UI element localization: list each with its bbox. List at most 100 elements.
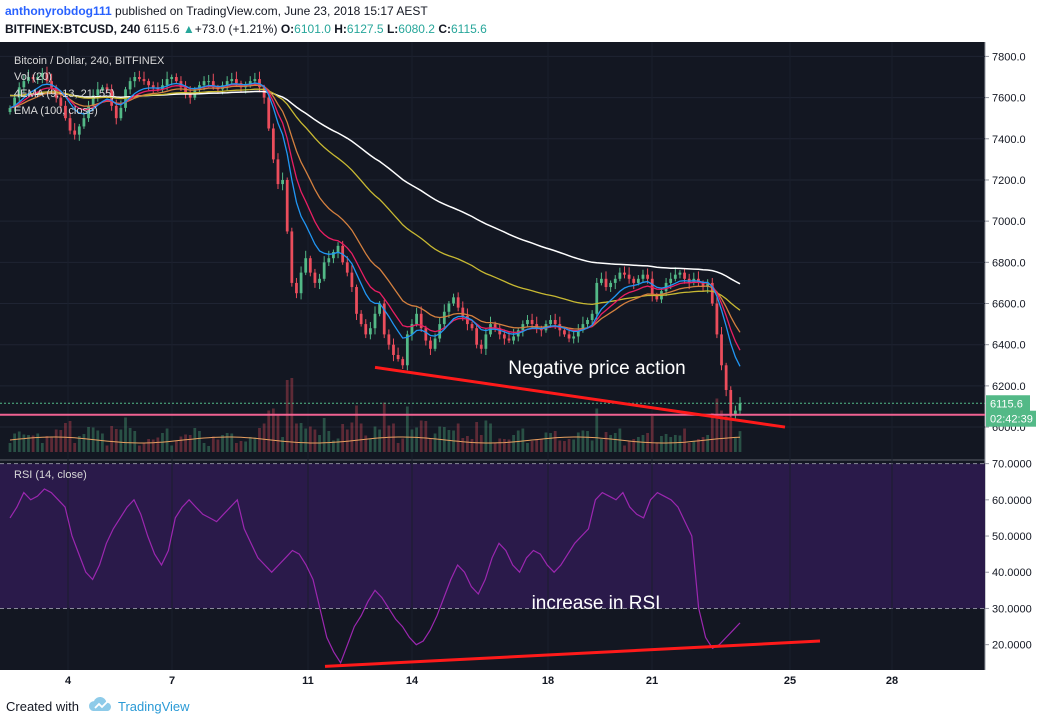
candle-body — [318, 278, 321, 283]
volume-bar — [211, 436, 215, 452]
volume-bar — [248, 437, 252, 452]
volume-bar — [683, 428, 686, 452]
candle-body — [13, 97, 17, 108]
candle-body — [683, 272, 686, 279]
volume-bar — [368, 438, 372, 452]
candle-body — [493, 324, 497, 329]
volume-bar — [202, 443, 206, 452]
candle-body — [415, 313, 418, 325]
volume-bar — [535, 439, 539, 452]
candle-body — [267, 97, 271, 129]
candle-body — [45, 72, 49, 82]
volume-bar — [31, 435, 35, 452]
candle-body — [96, 89, 100, 96]
ema-100-legend[interactable]: EMA (100, close) — [14, 105, 98, 117]
volume-bar — [184, 434, 187, 452]
volume-bar — [174, 441, 178, 452]
ema-4-legend[interactable]: 4EMA (9, 13, 21, 55) — [14, 88, 115, 100]
volume-bar — [364, 435, 368, 452]
volume-bar — [484, 420, 488, 452]
volume-bar — [68, 421, 72, 452]
candle-body — [604, 278, 608, 288]
candle-body — [405, 334, 409, 366]
rsi-axis-label: 70.0000 — [992, 459, 1032, 471]
candle-body — [526, 319, 529, 325]
volume-bar — [133, 431, 137, 452]
candle-body — [655, 295, 659, 300]
symbol-line: BITFINEX:BTCUSD, 240 6115.6 ▲+73.0 (+1.2… — [5, 22, 487, 36]
candle-body — [447, 303, 451, 312]
time-axis-label: 4 — [65, 675, 72, 687]
tradingview-cloud-icon[interactable] — [88, 696, 114, 714]
volume-ma-line — [9, 436, 741, 444]
volume-bar — [336, 438, 340, 452]
volume-bar — [216, 439, 220, 452]
volume-bar — [54, 429, 58, 452]
candle-body — [600, 278, 603, 283]
volume-bar — [623, 445, 626, 452]
volume-bar — [456, 423, 460, 452]
author-link[interactable]: anthonyrobdog111 — [5, 4, 112, 18]
volume-bar — [373, 426, 377, 452]
volume-bar — [502, 439, 506, 452]
candle-body — [484, 334, 488, 349]
countdown-tag-label: 02:42:39 — [990, 414, 1033, 426]
volume-bar — [392, 423, 395, 452]
candle-body — [290, 231, 294, 283]
volume-bar — [660, 436, 663, 452]
volume-bar — [258, 428, 261, 452]
candle-body — [632, 278, 636, 283]
rsi-legend[interactable]: RSI (14, close) — [14, 469, 87, 481]
high-value: 6127.5 — [346, 22, 384, 36]
candle-body — [396, 354, 400, 360]
rsi-trendline[interactable] — [324, 639, 821, 668]
volume-bar — [295, 423, 298, 452]
volume-bar — [429, 438, 432, 452]
volume-bar — [572, 439, 576, 452]
candle-body — [419, 313, 423, 329]
candle-body — [498, 328, 502, 335]
volume-legend[interactable]: Vol (20) — [14, 71, 52, 83]
volume-bar — [738, 431, 742, 452]
candle-body — [636, 278, 640, 283]
candle-body — [710, 282, 714, 304]
candle-body — [549, 319, 552, 325]
volume-bar — [82, 434, 86, 452]
tradingview-brand-link[interactable]: TradingView — [118, 699, 190, 714]
low-label: L: — [386, 22, 399, 36]
open-value: 6101.0 — [294, 22, 331, 36]
candle-body — [669, 278, 673, 283]
volume-bar — [387, 425, 391, 452]
candle-body — [322, 262, 326, 279]
candle-body — [174, 77, 178, 82]
candle-body — [456, 297, 460, 308]
candle-body — [170, 77, 174, 80]
volume-bar — [493, 443, 497, 452]
close-label: C: — [438, 22, 451, 36]
publish-info: published on TradingView.com, June 23, 2… — [115, 4, 428, 18]
candle-body — [327, 258, 331, 263]
volume-bar — [632, 439, 636, 452]
candle-body — [151, 85, 155, 88]
candle-body — [276, 159, 280, 185]
candle-body — [627, 274, 631, 279]
time-axis-label: 11 — [302, 675, 314, 687]
volume-bar — [142, 443, 146, 452]
candle-body — [673, 274, 677, 279]
volume-bar — [235, 443, 238, 452]
time-axis-label: 25 — [784, 675, 796, 687]
candle-body — [507, 338, 511, 341]
candle-body — [17, 87, 21, 98]
price-trendline[interactable] — [374, 365, 786, 429]
volume-bar — [461, 438, 465, 452]
volume-bar — [544, 432, 548, 452]
ema-13-line — [9, 83, 741, 351]
volume-bar — [332, 440, 335, 452]
volume-bar — [8, 443, 12, 452]
volume-bar — [73, 443, 77, 452]
volume-bar — [692, 441, 696, 452]
volume-bar — [673, 435, 677, 452]
candle-body — [581, 324, 585, 331]
chart-legend-title[interactable]: Bitcoin / Dollar, 240, BITFINEX — [14, 55, 165, 67]
